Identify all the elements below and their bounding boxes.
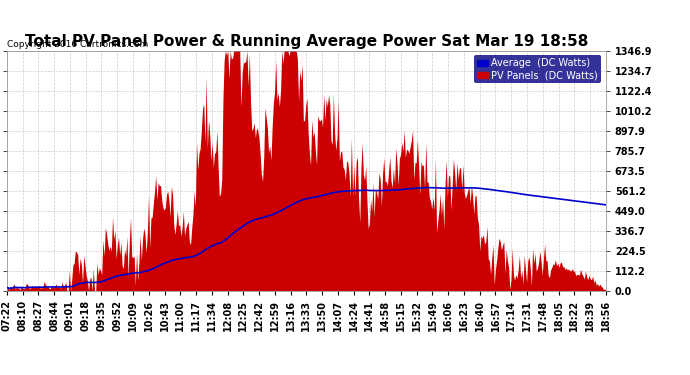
Text: Copyright 2016 Cartronics.com: Copyright 2016 Cartronics.com bbox=[7, 40, 148, 49]
Legend: Average  (DC Watts), PV Panels  (DC Watts): Average (DC Watts), PV Panels (DC Watts) bbox=[474, 56, 601, 83]
Title: Total PV Panel Power & Running Average Power Sat Mar 19 18:58: Total PV Panel Power & Running Average P… bbox=[25, 34, 588, 50]
